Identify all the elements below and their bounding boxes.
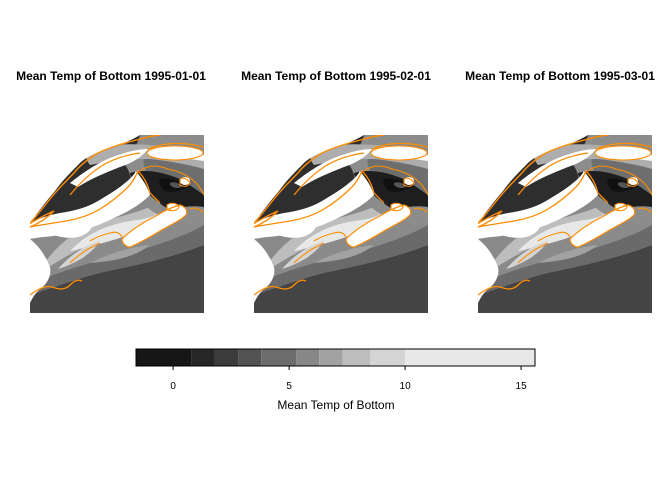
map-panel-3 [478, 135, 652, 313]
colorbar-segment [191, 349, 215, 366]
colorbar [135, 348, 536, 367]
colorbar-tick-label: 0 [170, 381, 176, 392]
colorbar-segment [342, 349, 371, 366]
map-panel-2 [254, 135, 428, 313]
colorbar-segment [214, 349, 239, 366]
colorbar-segment [136, 349, 192, 366]
panel-title-1: Mean Temp of Bottom 1995-01-01 [16, 69, 206, 83]
panel-title-2: Mean Temp of Bottom 1995-02-01 [241, 69, 431, 83]
map-panel-1 [30, 135, 204, 313]
panel-title-3: Mean Temp of Bottom 1995-03-01 [465, 69, 655, 83]
colorbar-segment [296, 349, 320, 366]
colorbar-frame [135, 348, 536, 367]
colorbar-tick-label: 10 [400, 381, 412, 392]
colorbar-label: Mean Temp of Bottom [277, 398, 394, 412]
colorbar-ticks: 0 5 10 15 [170, 366, 527, 392]
colorbar-segment [238, 349, 262, 366]
colorbar-segment [261, 349, 297, 366]
colorbar-tick-label: 5 [286, 381, 292, 392]
colorbar-segment [405, 349, 535, 366]
colorbar-segment [319, 349, 343, 366]
colorbar-segment [370, 349, 406, 366]
colorbar-tick-label: 15 [516, 381, 528, 392]
